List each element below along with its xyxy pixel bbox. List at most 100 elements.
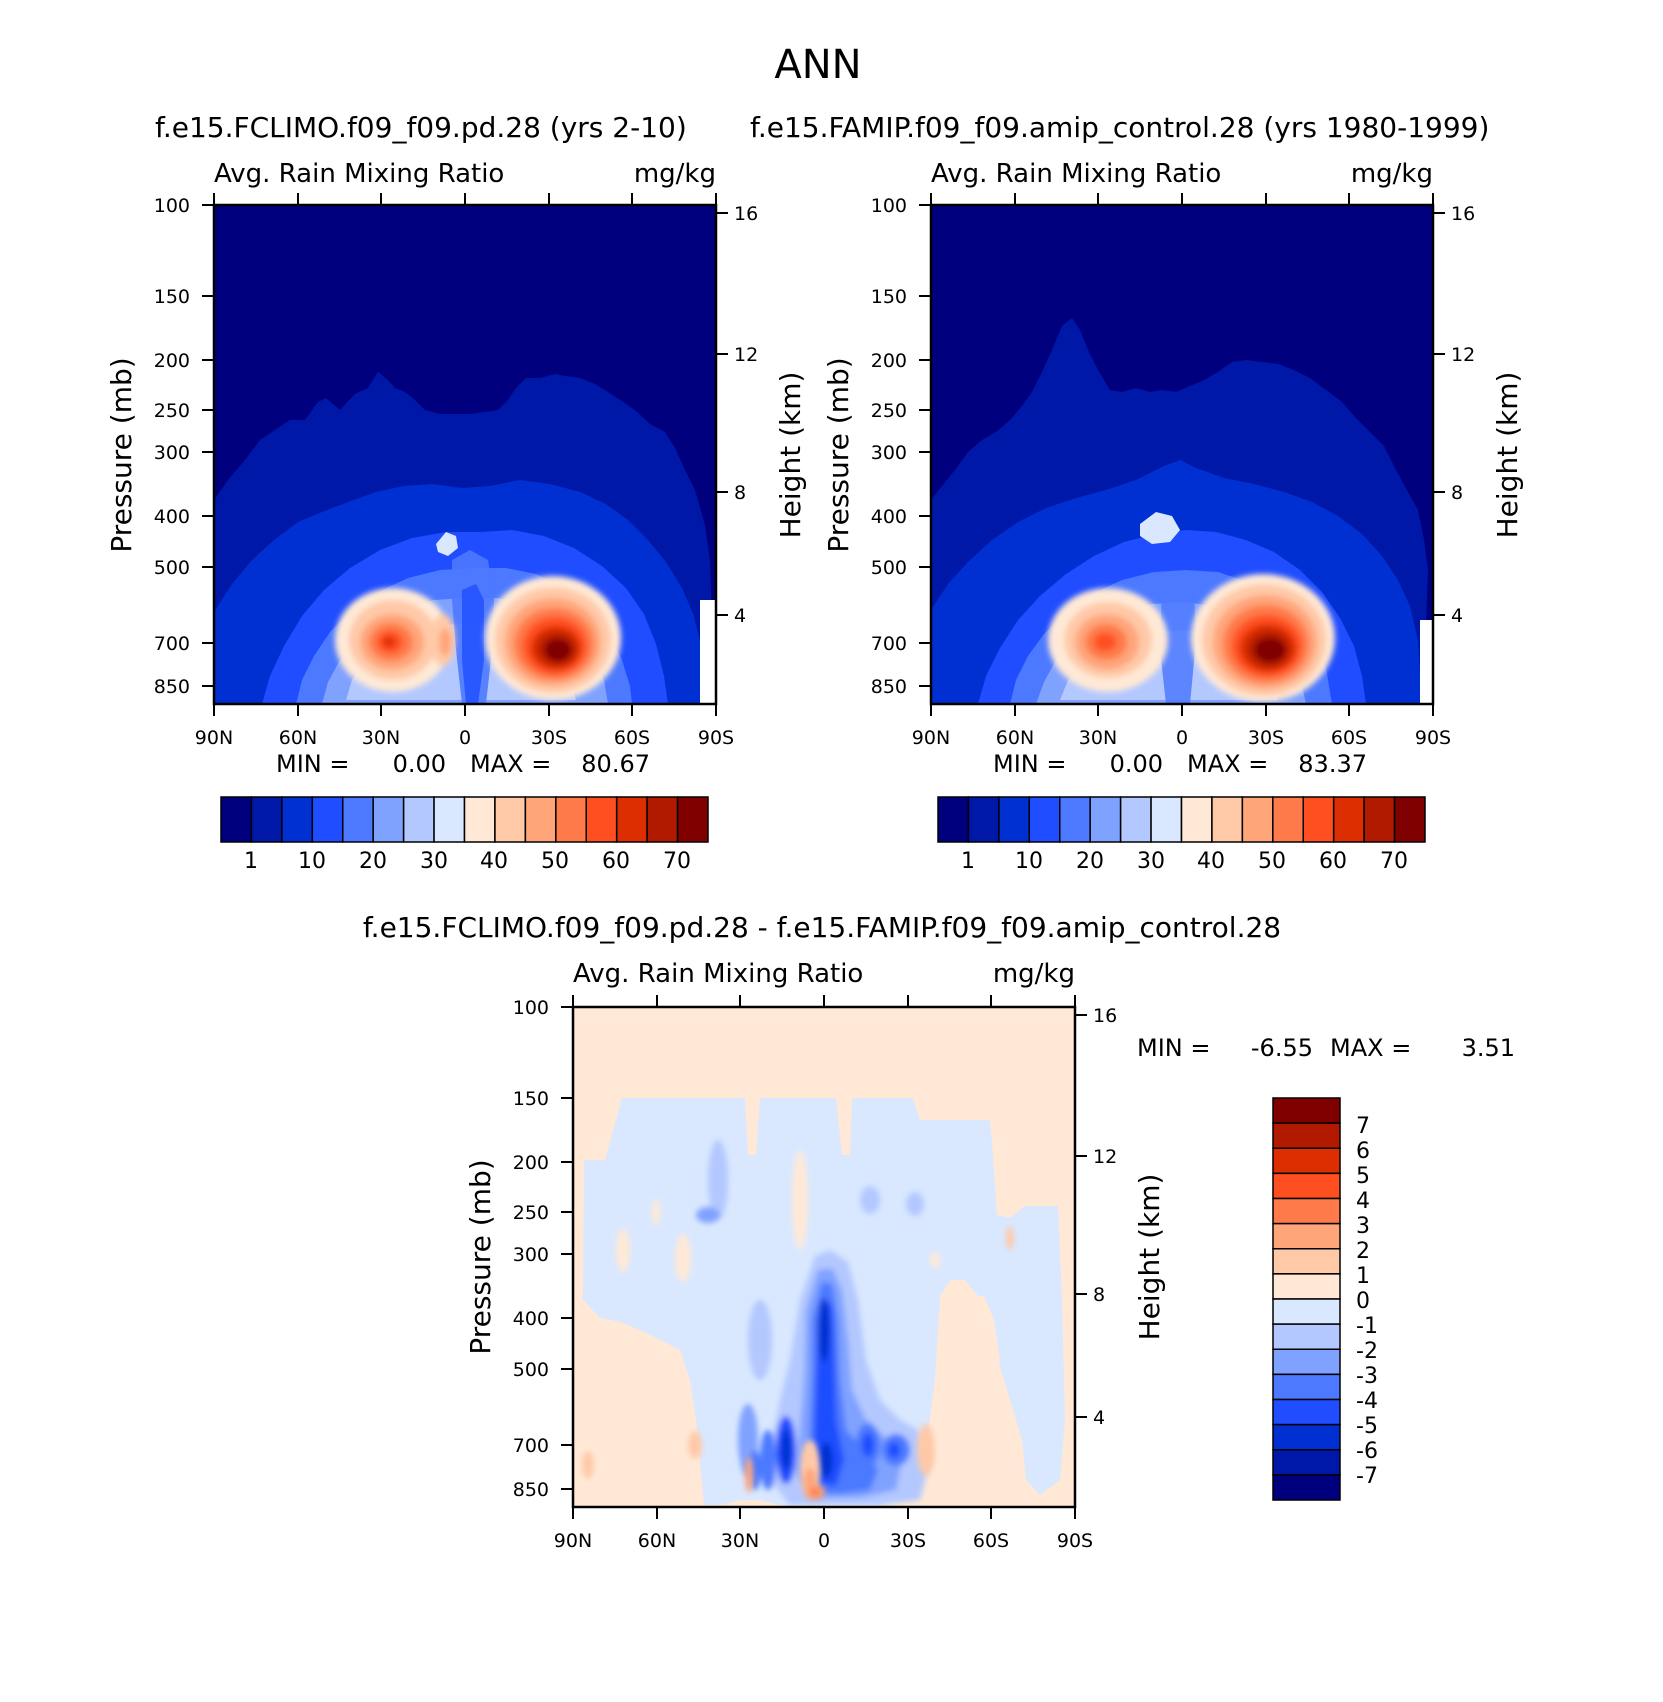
panel-1-colorbar-cell <box>463 796 496 843</box>
panel-3-colorbar-cell <box>1272 1373 1341 1401</box>
panel-3-y2-tick-labels: 16 12 8 4 <box>1093 1005 1117 1429</box>
panel-2-colorbar-label: 60 <box>1319 849 1347 874</box>
panel-2-colorbar-cell <box>1211 796 1244 843</box>
panel-2-ytick-label: 100 <box>871 195 907 217</box>
panel-1-variable-label: Avg. Rain Mixing Ratio <box>214 159 504 189</box>
panel-3-colorbar-label: 1 <box>1356 1264 1370 1289</box>
panel-1-ytick-label: 400 <box>154 506 190 528</box>
panel-1-y-tick-labels: 100 150 200 250 300 400 500 700 850 <box>154 195 190 698</box>
panel-2-colorbar-cell <box>1272 796 1305 843</box>
panel-1-xtick-label: 0 <box>459 727 471 749</box>
panel-1-x-tick-labels: 90N 60N 30N 0 30S 60S 90S <box>195 727 734 749</box>
panel-1-colorbar-cell <box>676 796 709 843</box>
panel-3-colorbar-cell <box>1272 1449 1341 1476</box>
panel-2-colorbar-label: 1 <box>961 849 975 874</box>
panel-2-max-value: 83.37 <box>1298 750 1367 778</box>
panel-1-max-label: MAX = <box>470 750 551 778</box>
panel-2-colorbar-cell <box>1363 796 1396 843</box>
panel-2-colorbar-cell <box>1302 796 1335 843</box>
panel-2-colorbar-cells <box>937 796 1426 843</box>
panel-2-colorbar-cell <box>937 796 970 843</box>
panel-3-xtick-label: 30N <box>721 1530 759 1552</box>
panel-1-colorbar-cell <box>585 796 618 843</box>
panel-1-colorbar-cell <box>220 796 253 843</box>
panel-1-colorbar-label: 10 <box>298 849 326 874</box>
panel-3-colorbar-cell <box>1272 1172 1341 1200</box>
panel-3-colorbar: 7 6 5 4 3 2 1 0 -1 -2 -3 -4 -5 -6 -7 <box>1272 1097 1378 1501</box>
panel-3-colorbar-cell <box>1272 1398 1341 1426</box>
panel-2-title: f.e15.FAMIP.f09_f09.amip_control.28 (yrs… <box>750 111 1489 144</box>
panel-3-colorbar-label: 7 <box>1356 1114 1370 1139</box>
panel-2-colorbar-label: 40 <box>1197 849 1225 874</box>
panel-3-field <box>573 1007 1075 1507</box>
panel-2-colorbar-label: 70 <box>1380 849 1408 874</box>
panel-2-ytick-label: 500 <box>871 557 907 579</box>
panel-1-colorbar-cells <box>220 796 709 843</box>
panel-3-colorbar-label: -4 <box>1356 1389 1378 1414</box>
panel-3-units-label: mg/kg <box>993 959 1075 989</box>
panel-3-colorbar-label: 0 <box>1356 1289 1370 1314</box>
panel-3-colorbar-cell <box>1272 1122 1341 1150</box>
panel-3-min-label: MIN = <box>1137 1034 1210 1062</box>
panel-1-colorbar-cell <box>311 796 344 843</box>
panel-3-colorbar-cell <box>1272 1298 1341 1325</box>
panel-3-colorbar-label: 6 <box>1356 1139 1370 1164</box>
panel-3-ytick-label: 250 <box>513 1202 549 1224</box>
panel-1-ytick-label: 700 <box>154 633 190 655</box>
panel-3-colorbar-cell <box>1272 1097 1341 1124</box>
panel-1-blob-30n <box>335 588 455 692</box>
panel-3-xtick-label: 60S <box>973 1530 1009 1552</box>
panel-2-blob-30s <box>1191 574 1335 702</box>
panel-1-surface-edge <box>700 600 716 704</box>
panel-3-colorbar-cell <box>1272 1323 1341 1351</box>
panel-1-colorbar-label: 50 <box>541 849 569 874</box>
panel-1-xtick-label: 90N <box>195 727 233 749</box>
panel-3-y2tick-label: 12 <box>1093 1146 1117 1168</box>
panel-1-field <box>214 205 716 704</box>
panel-3-colorbar-label: -5 <box>1356 1414 1378 1439</box>
panel-3-max-value: 3.51 <box>1462 1034 1515 1062</box>
panel-2-colorbar-cell <box>1150 796 1183 843</box>
panel-2-y2tick-label: 8 <box>1451 482 1463 504</box>
panel-3-y-tick-labels: 100 150 200 250 300 400 500 700 850 <box>513 997 549 1501</box>
panel-2-xtick-label: 0 <box>1176 727 1188 749</box>
panel-1-xtick-label: 30N <box>362 727 400 749</box>
panel-1-axes-ticks <box>202 193 728 716</box>
panel-2-colorbar-cell <box>1059 796 1091 843</box>
panel-1-colorbar-cell <box>281 796 314 843</box>
panel-3-colorbar-label: -6 <box>1356 1439 1378 1464</box>
panel-3-xtick-label: 0 <box>818 1530 830 1552</box>
panel-3-positive-patches <box>582 1150 1014 1500</box>
panel-1-colorbar-cell <box>646 796 679 843</box>
panel-1-max-value: 80.67 <box>581 750 650 778</box>
panel-3: f.e15.FCLIMO.f09_f09.pd.28 - f.e15.FAMIP… <box>363 911 1515 1552</box>
panel-2-ytick-label: 200 <box>871 350 907 372</box>
panel-3-y2tick-label: 16 <box>1093 1005 1117 1027</box>
panel-3-ytick-label: 850 <box>513 1479 549 1501</box>
panel-2-colorbar-cell <box>1180 796 1213 843</box>
panel-3-colorbar-cells <box>1272 1097 1341 1501</box>
panel-3-stats: MIN = -6.55 MAX = 3.51 <box>1137 1034 1515 1062</box>
panel-1-level-7 <box>436 532 458 556</box>
panel-3-variable-label: Avg. Rain Mixing Ratio <box>573 959 863 989</box>
panel-3-colorbar-label: -3 <box>1356 1364 1378 1389</box>
panel-2-colorbar-cell <box>998 796 1031 843</box>
panel-3-xtick-label: 90S <box>1057 1530 1093 1552</box>
panel-3-ytick-label: 700 <box>513 1435 549 1457</box>
panel-2-y-tick-labels: 100 150 200 250 300 400 500 700 850 <box>871 195 907 698</box>
panel-1-ytick-label: 150 <box>154 286 190 308</box>
panel-2: f.e15.FAMIP.f09_f09.amip_control.28 (yrs… <box>750 111 1524 874</box>
panel-2-colorbar-labels: 1 10 20 30 40 50 60 70 <box>961 849 1408 874</box>
panel-1-colorbar-cell <box>402 796 435 843</box>
panel-1-colorbar: 1 10 20 30 40 50 60 70 <box>220 796 709 874</box>
panel-2-colorbar-cell <box>1241 796 1274 843</box>
panel-1-colorbar-label: 40 <box>480 849 508 874</box>
panel-3-colorbar-label: -1 <box>1356 1314 1378 1339</box>
panel-3-ytick-label: 200 <box>513 1152 549 1174</box>
panel-3-colorbar-cell <box>1272 1222 1341 1250</box>
panel-1-xtick-label: 30S <box>531 727 567 749</box>
panel-1-colorbar-cell <box>433 796 466 843</box>
panel-3-ytick-label: 500 <box>513 1359 549 1381</box>
panel-1-colorbar-label: 60 <box>602 849 630 874</box>
panel-3-positive-south <box>968 1296 1000 1380</box>
